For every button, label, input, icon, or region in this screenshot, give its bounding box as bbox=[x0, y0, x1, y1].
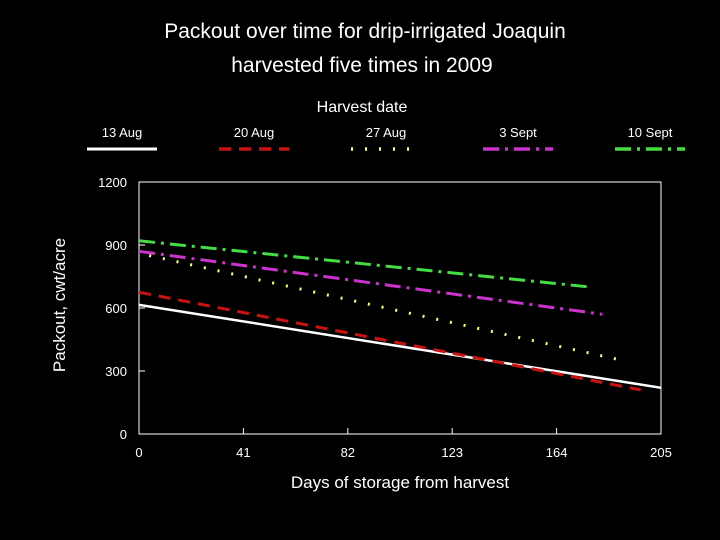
y-tick-label: 0 bbox=[120, 427, 127, 442]
legend-title: Harvest date bbox=[317, 99, 408, 116]
y-tick-label: 600 bbox=[105, 301, 127, 316]
x-tick-label: 82 bbox=[341, 445, 355, 460]
y-axis-label: Packout, cwt/acre bbox=[50, 238, 69, 372]
chart-title-line-1: Packout over time for drip-irrigated Joa… bbox=[164, 20, 566, 43]
legend-label: 27 Aug bbox=[366, 125, 407, 140]
series-line-4 bbox=[138, 249, 603, 316]
legend-label: 10 Sept bbox=[628, 125, 673, 140]
x-axis-label: Days of storage from harvest bbox=[291, 473, 510, 492]
x-tick-label: 41 bbox=[236, 445, 250, 460]
x-tick-label: 0 bbox=[135, 445, 142, 460]
series-line-5 bbox=[138, 239, 590, 289]
x-tick-label: 123 bbox=[441, 445, 463, 460]
x-tick-label: 164 bbox=[546, 445, 568, 460]
series-line-1 bbox=[138, 303, 662, 390]
chart-title-line-2: harvested five times in 2009 bbox=[231, 54, 492, 77]
y-tick-label: 300 bbox=[105, 364, 127, 379]
legend-label: 13 Aug bbox=[102, 125, 143, 140]
legend-label: 3 Sept bbox=[499, 125, 537, 140]
y-tick-label: 1200 bbox=[98, 175, 127, 190]
legend-label: 20 Aug bbox=[234, 125, 275, 140]
series-lines bbox=[138, 239, 662, 392]
axis-ticks: 0 41 82 123 164 205 0 300 600 900 1200 bbox=[98, 175, 672, 460]
series-line-2 bbox=[138, 290, 641, 392]
legend: 13 Aug 20 Aug 27 Aug 3 Sept 10 Sept bbox=[87, 125, 685, 151]
x-tick-label: 205 bbox=[650, 445, 672, 460]
y-tick-label: 900 bbox=[105, 238, 127, 253]
plot-area bbox=[138, 181, 662, 435]
